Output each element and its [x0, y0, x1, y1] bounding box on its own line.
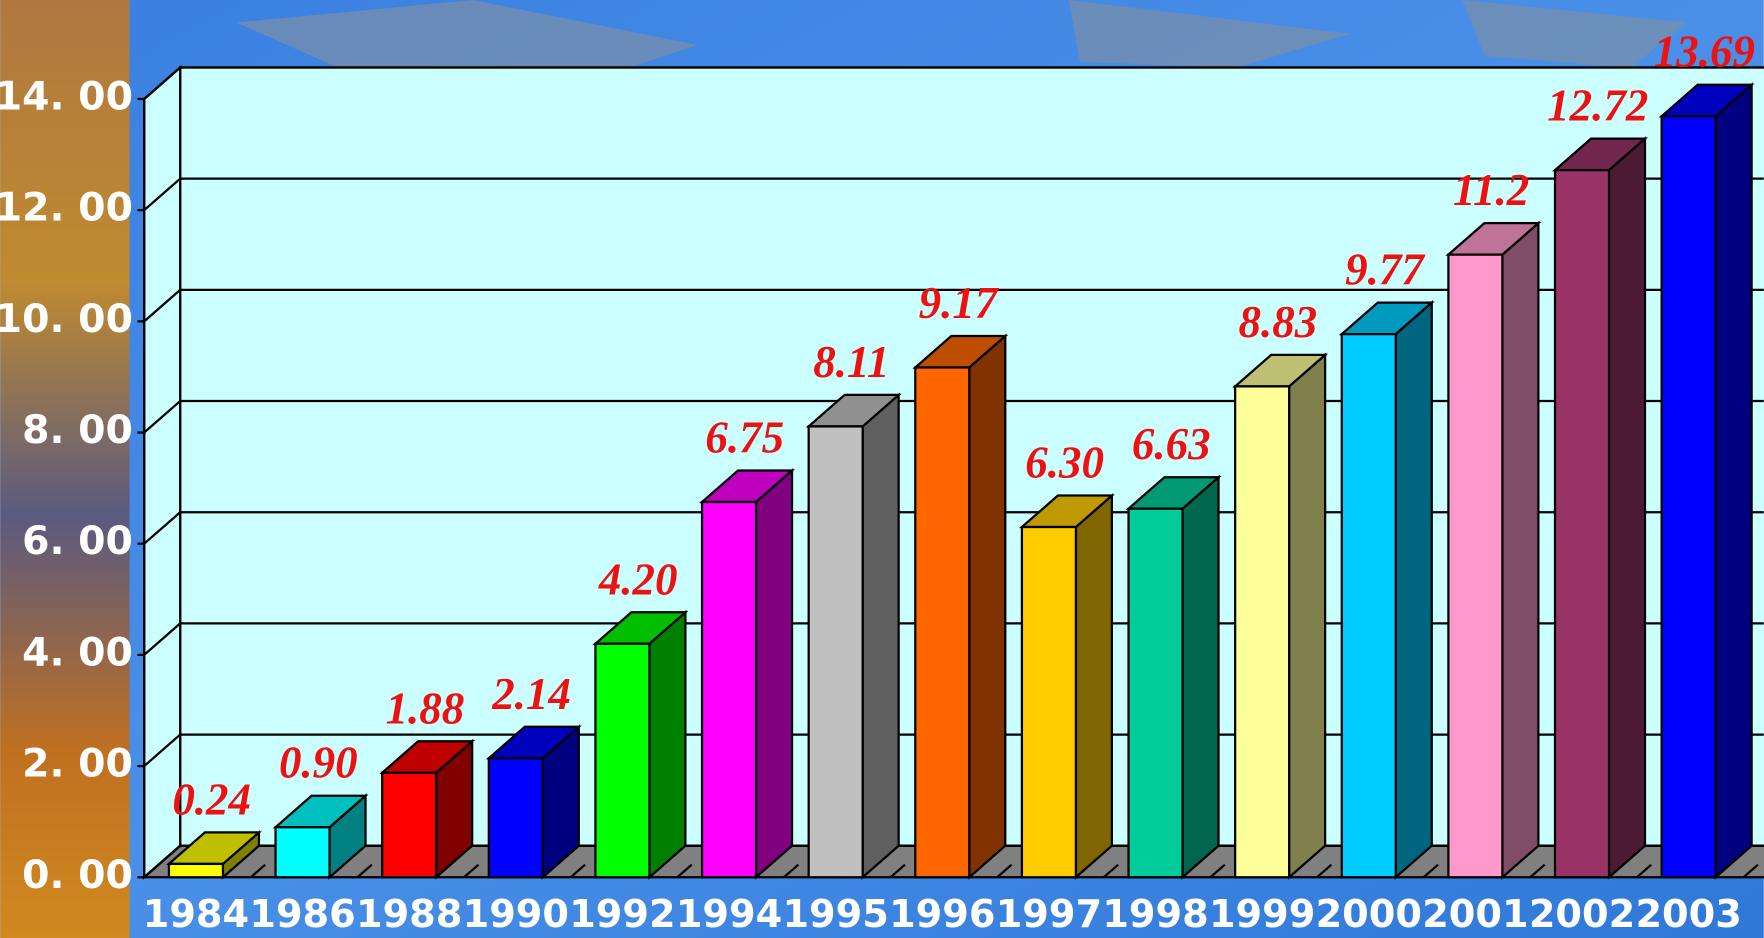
grid-line — [143, 400, 181, 434]
bar-side — [1501, 220, 1540, 880]
data-label: 8.11 — [813, 337, 889, 387]
grid-line — [143, 733, 181, 767]
data-label: 12.72 — [1547, 81, 1648, 131]
data-label: 9.77 — [1345, 245, 1425, 295]
y-tick-label: 14. 00 — [0, 73, 133, 119]
x-tick-label: 1999 — [1209, 893, 1315, 937]
bar — [700, 500, 758, 879]
x-tick-label: 1988 — [356, 893, 462, 937]
bar — [1340, 333, 1397, 879]
bar — [487, 757, 544, 879]
data-label: 6.75 — [705, 413, 784, 463]
x-tick — [1316, 863, 1333, 879]
grid-line — [143, 289, 181, 323]
bar — [167, 862, 225, 879]
bar-side — [968, 333, 1007, 880]
x-tick — [1742, 863, 1759, 879]
data-label: 6.30 — [1025, 438, 1104, 488]
bar-side — [1607, 136, 1647, 880]
grid-line — [143, 177, 181, 212]
x-tick — [996, 863, 1013, 879]
background-shape — [236, 0, 1688, 68]
x-tick-label: 2003 — [1635, 893, 1741, 937]
bar-side — [1074, 493, 1114, 880]
bar — [807, 425, 864, 879]
x-tick — [1636, 863, 1653, 879]
y-tick-label: 10. 00 — [0, 296, 133, 342]
data-label: 8.83 — [1239, 297, 1318, 347]
grid-line — [143, 511, 181, 545]
bar-side — [754, 468, 794, 880]
data-label: 11.2 — [1453, 165, 1529, 215]
grid-line — [143, 622, 181, 656]
data-label: 4.20 — [598, 554, 678, 604]
x-tick-label: 1997 — [996, 893, 1102, 937]
side-wall — [143, 65, 182, 880]
data-label: 0.24 — [172, 774, 251, 824]
bar — [1660, 115, 1717, 879]
bar-side — [1714, 82, 1753, 880]
x-tick — [250, 863, 266, 879]
bar — [914, 366, 971, 879]
x-tick-label: 2000 — [1316, 893, 1422, 937]
bar — [274, 826, 331, 879]
x-tick — [889, 863, 906, 879]
y-tick-label: 12. 00 — [0, 185, 133, 231]
x-tick-label: 1986 — [249, 893, 355, 937]
bar — [1234, 385, 1291, 879]
x-tick — [1422, 863, 1439, 879]
data-label: 9.17 — [919, 278, 999, 328]
bar-side — [1394, 300, 1433, 880]
x-tick-label: 1996 — [889, 893, 995, 937]
grid-line — [143, 66, 181, 100]
x-tick-label: 1994 — [676, 893, 782, 937]
left-strip — [0, 0, 130, 938]
y-tick-label: 0. 00 — [22, 852, 133, 898]
x-tick — [463, 863, 480, 879]
data-label: 1.88 — [386, 683, 465, 733]
bar-side — [1288, 352, 1327, 880]
y-tick-label: 8. 00 — [22, 407, 133, 453]
bar — [1127, 507, 1184, 879]
x-tick-label: 2002 — [1529, 893, 1635, 937]
x-tick — [1529, 863, 1546, 879]
x-tick-label: 1995 — [782, 893, 888, 937]
x-tick-label: 1992 — [569, 893, 675, 937]
y-tick-label: 6. 00 — [22, 518, 133, 564]
y-tick-label: 4. 00 — [22, 629, 133, 675]
data-label: 0.90 — [279, 738, 358, 788]
bar-side — [861, 392, 900, 880]
bar-side — [648, 609, 687, 880]
y-tick-label: 2. 00 — [22, 741, 133, 787]
bar — [1447, 253, 1504, 879]
x-tick — [676, 863, 693, 879]
x-tick — [1209, 863, 1226, 879]
bar — [1553, 169, 1611, 879]
data-label: 2.14 — [491, 669, 571, 719]
x-tick-label: 1984 — [143, 893, 249, 937]
bar — [594, 642, 651, 879]
x-tick-label: 1990 — [463, 893, 569, 937]
bar — [381, 771, 438, 879]
bar-side — [1181, 474, 1220, 880]
x-tick — [1103, 863, 1119, 879]
bar — [1020, 525, 1078, 879]
data-label: 6.63 — [1132, 419, 1211, 469]
x-tick — [783, 863, 800, 879]
data-label: 13.69 — [1654, 27, 1755, 77]
x-tick-label: 2001 — [1422, 893, 1528, 937]
grid-line — [143, 844, 181, 879]
x-tick — [356, 863, 373, 879]
x-tick — [569, 863, 586, 879]
x-tick-label: 1998 — [1102, 893, 1208, 937]
